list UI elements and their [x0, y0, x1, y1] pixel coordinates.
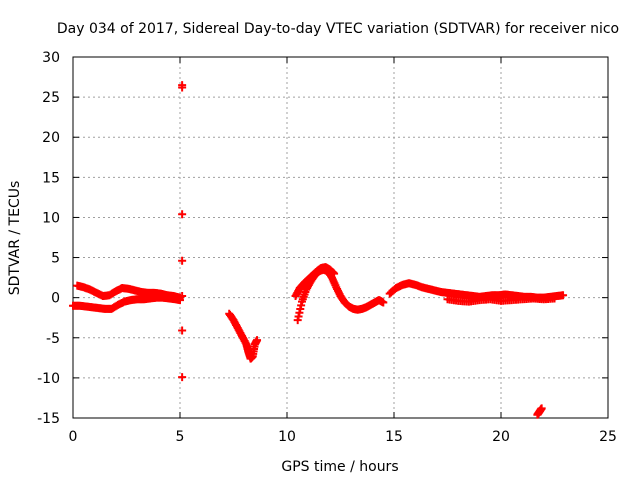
x-tick-label: 15	[385, 429, 403, 445]
y-axis-label: SDTVAR / TECUs	[7, 181, 23, 296]
y-tick-label: -15	[37, 411, 60, 427]
y-tick-label: 10	[42, 210, 60, 226]
series-arc-lower-early	[69, 293, 184, 313]
data-points	[69, 81, 568, 419]
x-tick-label: 10	[278, 429, 296, 445]
data-point	[178, 326, 187, 335]
y-tick-label: 20	[42, 130, 60, 146]
plot-frame	[72, 56, 609, 419]
series-arc-wave-upper	[291, 263, 339, 301]
x-tick-label: 5	[176, 429, 185, 445]
y-tick-label: 0	[51, 291, 60, 307]
chart-title: Day 034 of 2017, Sidereal Day-to-day VTE…	[57, 21, 619, 37]
y-tick-label: -5	[46, 331, 60, 347]
data-point	[550, 294, 559, 303]
tick-labels: 0 5 10 15 20 25 -15 -10 -5 0 5 10 15 20 25 30	[37, 50, 617, 445]
series-arc-late-lower	[443, 294, 559, 306]
grid-lines	[73, 57, 608, 418]
data-point	[178, 292, 187, 301]
data-point	[330, 269, 339, 278]
data-point	[178, 373, 187, 382]
y-tick-label: 30	[42, 50, 60, 66]
y-tick-label: 5	[51, 251, 60, 267]
series-isolated-points-hour-5	[178, 81, 187, 382]
y-tick-label: -10	[37, 371, 60, 387]
y-tick-label: 15	[42, 170, 60, 186]
data-point	[178, 83, 187, 92]
x-tick-label: 0	[69, 429, 78, 445]
x-axis-label: GPS time / hours	[281, 459, 398, 475]
axis-ticks	[72, 56, 609, 419]
series-arc-bottom-right	[533, 404, 546, 419]
x-tick-label: 20	[492, 429, 510, 445]
data-point	[176, 296, 184, 305]
series-arc-descending	[225, 309, 262, 363]
data-point	[379, 298, 388, 307]
data-point	[178, 256, 187, 265]
data-point	[537, 404, 546, 413]
y-tick-label: 25	[42, 90, 60, 106]
x-tick-label: 25	[599, 429, 617, 445]
data-point	[253, 336, 262, 345]
data-point	[178, 210, 187, 219]
data-point	[559, 291, 568, 300]
